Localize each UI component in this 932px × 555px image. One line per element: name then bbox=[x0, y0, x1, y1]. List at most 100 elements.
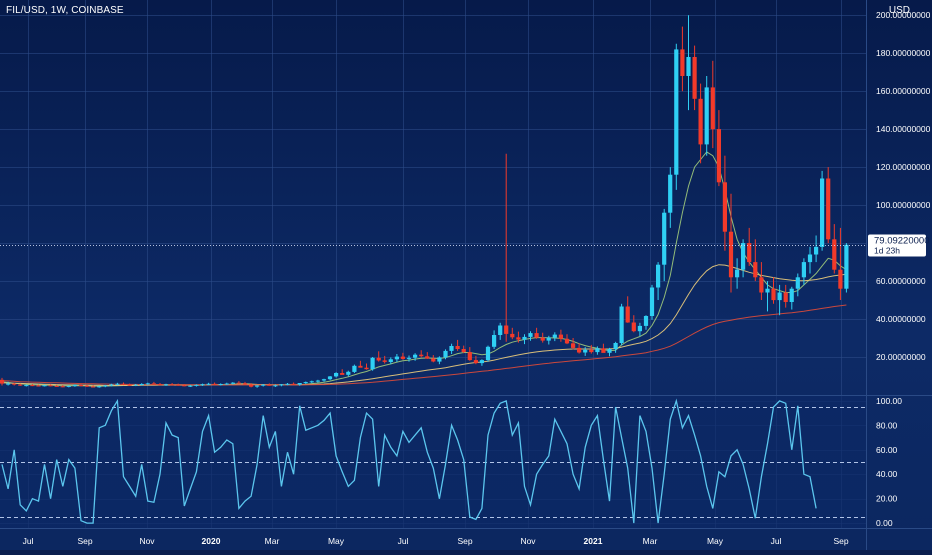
oscillator-tick-label: 40.00 bbox=[876, 469, 898, 479]
candle-body bbox=[279, 384, 284, 386]
time-tick-label: Sep bbox=[457, 536, 472, 546]
candle-body bbox=[315, 380, 320, 382]
candle-body bbox=[728, 231, 734, 278]
candle-body bbox=[321, 379, 327, 381]
candle-body bbox=[109, 384, 114, 386]
candle-body bbox=[394, 356, 399, 360]
candle-body bbox=[814, 246, 819, 255]
candle-body bbox=[449, 346, 454, 351]
candle-body bbox=[309, 381, 314, 383]
price-tick-label: 60.00000000 bbox=[876, 276, 926, 286]
candle-body bbox=[656, 264, 661, 288]
candle-body bbox=[54, 385, 59, 387]
oscillator-series-line bbox=[1, 398, 817, 524]
candle-body bbox=[686, 57, 691, 76]
candle-body bbox=[735, 269, 740, 278]
candle-body bbox=[224, 383, 229, 385]
oscillator-line bbox=[1, 398, 817, 524]
candle-body bbox=[151, 383, 156, 385]
candle-body bbox=[668, 174, 673, 213]
candle-body bbox=[443, 350, 448, 358]
symbol-title[interactable]: FIL/USD, 1W, COINBASE bbox=[6, 5, 124, 16]
candle-body bbox=[753, 262, 758, 278]
price-tick-label: 200.00000000 bbox=[876, 10, 931, 20]
candle-body bbox=[157, 384, 163, 386]
candle-body bbox=[516, 337, 521, 340]
candle-body bbox=[200, 384, 205, 386]
candle-body bbox=[680, 49, 685, 76]
candle-body bbox=[273, 385, 278, 387]
candle-body bbox=[255, 385, 260, 387]
candle-body bbox=[218, 384, 223, 385]
candle-body bbox=[91, 386, 96, 388]
time-tick-label: Jul bbox=[398, 536, 409, 546]
candle-body bbox=[528, 333, 533, 337]
candle-body bbox=[206, 383, 211, 385]
candle-body bbox=[370, 357, 375, 370]
candle-body bbox=[6, 383, 11, 385]
price-tag-box bbox=[868, 234, 926, 257]
candle-body bbox=[692, 57, 697, 99]
ma-line-ma_mid bbox=[1, 264, 847, 386]
time-tick-label: Sep bbox=[77, 536, 92, 546]
oscillator-tick-label: 20.00 bbox=[876, 494, 898, 504]
candle-body bbox=[400, 356, 405, 359]
candle-body bbox=[139, 384, 144, 385]
candle-body bbox=[552, 334, 557, 338]
candle-body bbox=[607, 349, 612, 353]
candle-body bbox=[145, 383, 150, 385]
candle-body bbox=[388, 359, 393, 362]
candle-body bbox=[176, 384, 181, 386]
candle-body bbox=[795, 277, 800, 289]
candle-body bbox=[461, 349, 466, 352]
candle-body bbox=[564, 338, 570, 344]
ma-line-ma_fast bbox=[1, 151, 847, 387]
candle-body bbox=[455, 346, 460, 349]
candle-body bbox=[78, 385, 84, 387]
candle-body bbox=[334, 373, 339, 377]
price-tick-label: 140.00000000 bbox=[876, 124, 931, 134]
candle-body bbox=[72, 385, 77, 387]
candle-body bbox=[504, 325, 509, 334]
candle-body bbox=[249, 384, 254, 387]
candle-body bbox=[431, 358, 436, 362]
time-tick-label: Jul bbox=[23, 536, 34, 546]
candle-body bbox=[30, 385, 35, 387]
candle-body bbox=[801, 262, 806, 278]
candle-body bbox=[777, 292, 782, 301]
moving-average-lines bbox=[1, 151, 847, 387]
candle-body bbox=[698, 98, 703, 145]
candle-body bbox=[327, 376, 333, 380]
price-tick-label: 180.00000000 bbox=[876, 48, 931, 58]
candle-body bbox=[194, 384, 199, 386]
oscillator-axis-labels: 0.00 20.00 40.00 60.00 80.00 100.00 bbox=[876, 396, 902, 528]
candle-body bbox=[571, 343, 576, 348]
candle-body bbox=[188, 385, 193, 387]
candle-body bbox=[534, 333, 539, 338]
candle-body bbox=[170, 384, 175, 386]
candle-body bbox=[97, 386, 102, 388]
last-price-tag[interactable]: 79.09220000 1d 23h bbox=[868, 234, 929, 257]
time-tick-label: Jul bbox=[771, 536, 782, 546]
candle-body bbox=[674, 49, 679, 175]
candle-body bbox=[807, 254, 813, 263]
candle-body bbox=[492, 335, 497, 347]
candle-body bbox=[230, 382, 235, 384]
candle-body bbox=[66, 385, 71, 387]
candle-body bbox=[479, 360, 484, 364]
price-axis-labels: 20.0000000040.0000000060.0000000080.0000… bbox=[876, 10, 931, 362]
candle-body bbox=[741, 243, 746, 270]
candle-body bbox=[820, 178, 825, 247]
candle-body bbox=[722, 182, 727, 232]
candle-body bbox=[121, 383, 126, 385]
time-tick-label: Nov bbox=[520, 536, 536, 546]
oscillator-tick-label: 100.00 bbox=[876, 396, 902, 406]
candle-body bbox=[352, 365, 357, 372]
time-tick-label: 2021 bbox=[584, 536, 603, 546]
candle-body bbox=[425, 356, 430, 359]
price-tick-label: 40.00000000 bbox=[876, 314, 926, 324]
candle-body bbox=[589, 349, 594, 353]
candle-body bbox=[832, 239, 837, 270]
candle-body bbox=[285, 383, 290, 385]
